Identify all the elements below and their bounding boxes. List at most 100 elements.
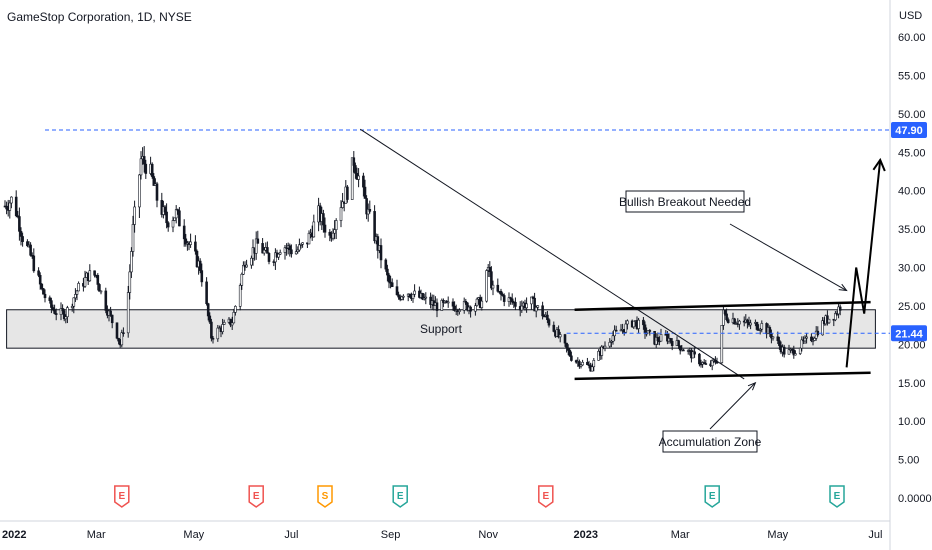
candle[interactable] [109, 306, 112, 317]
candle[interactable] [373, 205, 376, 244]
candle[interactable] [163, 205, 167, 216]
candle[interactable] [501, 292, 504, 297]
candle[interactable] [341, 192, 344, 209]
candle[interactable] [96, 273, 100, 291]
candle[interactable] [339, 200, 343, 228]
candle[interactable] [267, 252, 271, 265]
candle[interactable] [10, 196, 13, 209]
candle[interactable] [586, 357, 589, 366]
candle[interactable] [307, 230, 311, 245]
candle[interactable] [357, 168, 360, 188]
candle[interactable] [48, 295, 52, 304]
candle[interactable] [534, 305, 538, 318]
candle[interactable] [422, 293, 426, 301]
candle[interactable] [61, 304, 64, 315]
candle[interactable] [464, 298, 468, 305]
candle[interactable] [194, 235, 197, 255]
candle[interactable] [277, 252, 280, 260]
candle[interactable] [510, 293, 514, 305]
candle[interactable] [173, 217, 176, 222]
candle[interactable] [98, 283, 101, 292]
candle[interactable] [502, 293, 506, 307]
candle[interactable] [678, 345, 682, 355]
candle[interactable] [234, 305, 237, 316]
candle[interactable] [637, 317, 640, 333]
candle[interactable] [702, 359, 706, 365]
candle[interactable] [115, 322, 119, 340]
candle[interactable] [570, 351, 573, 362]
candle[interactable] [590, 363, 594, 372]
candle[interactable] [834, 311, 837, 322]
event-marker-icon[interactable]: E [114, 485, 130, 508]
candle[interactable] [579, 364, 583, 369]
candle[interactable] [421, 292, 424, 301]
candle[interactable] [254, 231, 258, 260]
candle[interactable] [490, 266, 493, 291]
candle[interactable] [346, 185, 349, 203]
candle[interactable] [805, 332, 808, 344]
candle[interactable] [70, 303, 74, 312]
candle[interactable] [491, 280, 495, 296]
candle[interactable] [395, 279, 399, 296]
candle[interactable] [166, 221, 170, 232]
candle[interactable] [334, 218, 338, 239]
candle[interactable] [205, 277, 208, 306]
candle[interactable] [110, 314, 114, 329]
candle[interactable] [66, 305, 69, 324]
candle[interactable] [229, 318, 232, 328]
candle[interactable] [792, 345, 796, 359]
candle[interactable] [453, 301, 456, 312]
candle[interactable] [488, 261, 492, 278]
candle[interactable] [379, 238, 383, 269]
candle[interactable] [5, 201, 8, 215]
candle[interactable] [198, 258, 202, 274]
candle[interactable] [760, 320, 764, 333]
candle[interactable] [245, 259, 248, 268]
candle[interactable] [787, 344, 791, 355]
candle[interactable] [262, 247, 266, 256]
candle[interactable] [88, 264, 92, 282]
candle[interactable] [18, 207, 21, 241]
candle[interactable] [50, 297, 53, 314]
candle[interactable] [397, 291, 400, 300]
candle[interactable] [139, 151, 143, 180]
candle[interactable] [451, 298, 455, 311]
candle[interactable] [485, 269, 488, 303]
candle[interactable] [83, 270, 87, 289]
candle[interactable] [211, 336, 215, 344]
candle[interactable] [138, 174, 141, 218]
candle[interactable] [723, 309, 727, 316]
candle[interactable] [466, 302, 469, 312]
candle[interactable] [43, 289, 47, 303]
candle[interactable] [800, 336, 804, 352]
candle[interactable] [725, 308, 728, 322]
candle[interactable] [298, 238, 301, 252]
candle[interactable] [670, 338, 674, 351]
candle[interactable] [542, 314, 546, 318]
candle[interactable] [206, 302, 210, 321]
candle[interactable] [722, 306, 725, 330]
candle[interactable] [210, 318, 213, 342]
candle[interactable] [376, 233, 380, 259]
candle[interactable] [350, 157, 354, 200]
candle[interactable] [480, 296, 484, 311]
candle[interactable] [782, 344, 786, 358]
candle[interactable] [16, 210, 20, 219]
candle[interactable] [581, 359, 584, 366]
candle[interactable] [64, 314, 68, 324]
candle[interactable] [566, 344, 570, 356]
candle[interactable] [365, 195, 368, 220]
candle[interactable] [656, 332, 660, 345]
candle[interactable] [698, 352, 701, 367]
candle[interactable] [402, 294, 405, 301]
candle[interactable] [669, 337, 672, 344]
candle[interactable] [648, 329, 652, 336]
candle[interactable] [446, 296, 450, 308]
candle[interactable] [755, 321, 759, 331]
candle[interactable] [474, 302, 477, 316]
candle[interactable] [74, 288, 77, 303]
candle[interactable] [328, 229, 332, 242]
candle[interactable] [216, 324, 220, 342]
candle[interactable] [798, 347, 802, 356]
channel-line[interactable] [574, 371, 871, 381]
